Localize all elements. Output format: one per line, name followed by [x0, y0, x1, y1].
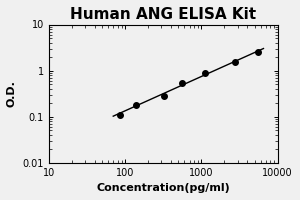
Title: Human ANG ELISA Kit: Human ANG ELISA Kit	[70, 7, 256, 22]
Y-axis label: O.D.: O.D.	[7, 80, 17, 107]
X-axis label: Concentration(pg/ml): Concentration(pg/ml)	[96, 183, 230, 193]
